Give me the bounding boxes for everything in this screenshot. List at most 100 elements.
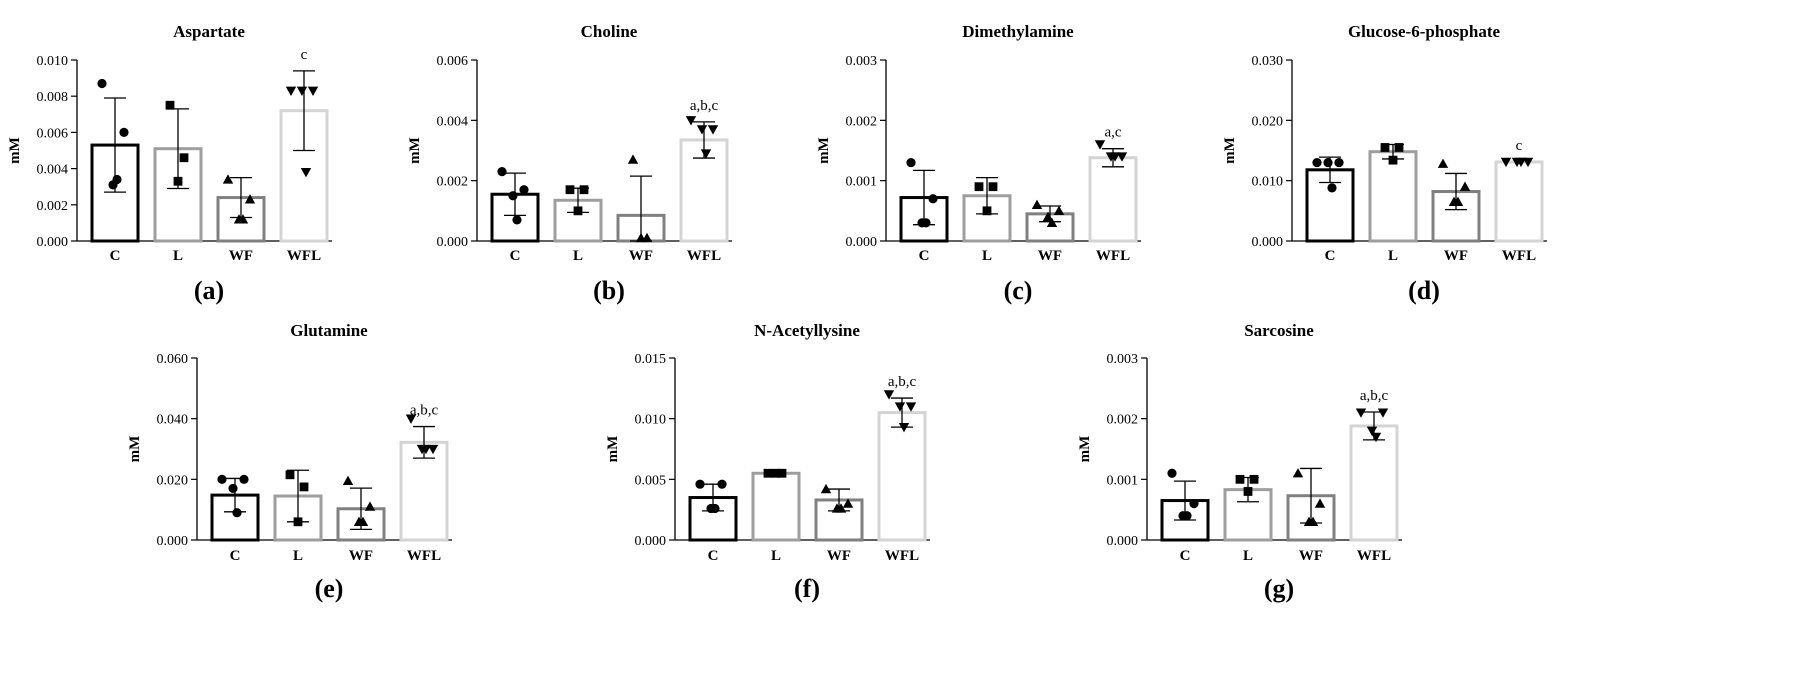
y-tick-label: 0.000 bbox=[846, 235, 878, 250]
data-point-square bbox=[299, 482, 309, 492]
data-point-triangle-down bbox=[707, 125, 719, 135]
y-tick-label: 0.020 bbox=[1252, 114, 1284, 129]
data-point-triangle-up bbox=[237, 214, 249, 224]
y-tick-label: 0.003 bbox=[846, 54, 878, 69]
x-tick-label: WFL bbox=[885, 548, 919, 564]
bar-c bbox=[1305, 168, 1355, 243]
data-point-triangle-up bbox=[1314, 498, 1326, 508]
y-axis-label: mM bbox=[1077, 436, 1093, 463]
data-point-square bbox=[573, 206, 583, 216]
data-point-triangle-up bbox=[1046, 217, 1058, 228]
chart-title: Glucose-6-phosphate bbox=[1348, 22, 1501, 41]
data-point-triangle-up bbox=[1031, 199, 1043, 209]
data-point-square bbox=[1235, 474, 1245, 484]
data-point-circle bbox=[232, 508, 242, 518]
data-point-triangle-down bbox=[1109, 152, 1121, 162]
data-point-square bbox=[285, 470, 295, 480]
data-point-triangle-up bbox=[1452, 196, 1464, 206]
data-point-triangle-up bbox=[635, 232, 647, 243]
y-tick-label: 0.001 bbox=[1107, 473, 1139, 488]
data-point-circle bbox=[1323, 157, 1333, 168]
data-point-square bbox=[1394, 143, 1404, 152]
data-point-square bbox=[579, 185, 589, 195]
chart-title: N-Acetyllysine bbox=[754, 321, 860, 340]
y-tick-label: 0.000 bbox=[37, 235, 69, 250]
data-point-triangle-down bbox=[420, 444, 432, 455]
panel-label: (e) bbox=[315, 574, 344, 603]
data-point-circle bbox=[1327, 183, 1337, 193]
data-point-triangle-down bbox=[1355, 408, 1367, 418]
data-point-circle bbox=[119, 127, 129, 137]
significance-label: c bbox=[301, 47, 308, 63]
x-tick-label: WF bbox=[349, 548, 373, 564]
chart-title: Dimethylamine bbox=[962, 22, 1074, 41]
data-point-circle bbox=[921, 218, 931, 228]
data-point-square bbox=[988, 182, 998, 192]
data-point-square bbox=[974, 182, 984, 192]
significance-label: a,c bbox=[1104, 125, 1121, 141]
x-tick-label: L bbox=[293, 548, 303, 564]
y-tick-label: 0.000 bbox=[1107, 534, 1139, 549]
data-point-triangle-down bbox=[1500, 157, 1512, 168]
y-tick-label: 0.006 bbox=[37, 126, 69, 141]
data-point-triangle-down bbox=[1116, 152, 1128, 162]
y-axis-label: mM bbox=[7, 137, 23, 164]
data-point-triangle-down bbox=[1366, 426, 1378, 436]
y-tick-label: 0.001 bbox=[846, 175, 878, 190]
data-point-circle bbox=[508, 191, 518, 201]
data-point-circle bbox=[497, 167, 507, 177]
x-tick-label: WFL bbox=[407, 548, 441, 564]
data-point-triangle-up bbox=[627, 154, 639, 164]
data-point-circle bbox=[710, 503, 720, 514]
data-point-triangle-up bbox=[342, 475, 354, 486]
x-tick-label: C bbox=[919, 248, 930, 264]
data-point-triangle-up bbox=[244, 194, 256, 204]
y-tick-label: 0.010 bbox=[635, 413, 667, 428]
y-axis-label: mM bbox=[816, 137, 832, 164]
data-point-circle bbox=[1189, 499, 1199, 509]
chart-title: Glutamine bbox=[290, 321, 368, 340]
x-tick-label: WFL bbox=[687, 248, 721, 264]
x-tick-label: WFL bbox=[287, 248, 321, 264]
data-point-triangle-down bbox=[427, 444, 439, 455]
data-point-triangle-down bbox=[1094, 140, 1106, 150]
data-point-triangle-up bbox=[820, 483, 832, 494]
bar-wfl bbox=[1494, 160, 1544, 243]
bar-wfl bbox=[279, 109, 329, 243]
y-tick-label: 0.000 bbox=[635, 534, 667, 549]
data-point-circle bbox=[228, 483, 238, 494]
y-axis-label: mM bbox=[127, 436, 143, 463]
data-point-circle bbox=[112, 174, 122, 185]
panel-label: (b) bbox=[593, 276, 625, 305]
y-tick-label: 0.020 bbox=[157, 473, 189, 488]
data-point-triangle-up bbox=[357, 516, 369, 526]
x-tick-label: L bbox=[173, 248, 183, 264]
y-tick-label: 0.010 bbox=[37, 54, 69, 69]
panel-label: (c) bbox=[1004, 276, 1033, 305]
y-tick-label: 0.002 bbox=[437, 175, 469, 190]
data-point-square bbox=[1380, 143, 1390, 152]
bar-wfl bbox=[1349, 424, 1399, 542]
data-point-square bbox=[777, 468, 787, 478]
panel-label: (f) bbox=[794, 574, 820, 603]
bar-l bbox=[751, 471, 801, 542]
bar-l bbox=[1368, 150, 1418, 243]
data-point-triangle-up bbox=[222, 174, 234, 184]
data-point-circle bbox=[519, 185, 529, 195]
x-tick-label: L bbox=[1243, 548, 1253, 564]
y-tick-label: 0.015 bbox=[635, 352, 667, 367]
data-point-triangle-down bbox=[405, 414, 417, 424]
bar-wfl bbox=[877, 411, 927, 542]
significance-label: a,b,c bbox=[888, 374, 917, 390]
bar-wf bbox=[814, 498, 864, 542]
significance-label: c bbox=[1516, 138, 1523, 154]
x-tick-label: C bbox=[1180, 548, 1191, 564]
x-tick-label: WFL bbox=[1096, 248, 1130, 264]
data-point-circle bbox=[217, 474, 227, 484]
x-tick-label: WF bbox=[1038, 248, 1062, 264]
data-point-triangle-up bbox=[1307, 516, 1319, 526]
y-tick-label: 0.002 bbox=[1107, 413, 1139, 428]
x-tick-label: C bbox=[1325, 248, 1336, 264]
data-point-circle bbox=[97, 78, 107, 89]
